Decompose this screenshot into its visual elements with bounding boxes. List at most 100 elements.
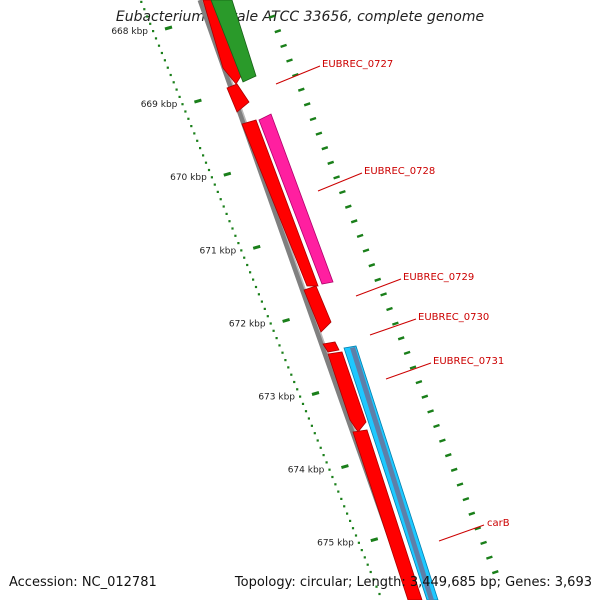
gene-label[interactable]: EUBREC_0727 (322, 59, 393, 70)
minor-tick (146, 15, 149, 18)
track-tick (480, 540, 487, 546)
major-tick (311, 391, 320, 396)
gene-track-red (202, 0, 423, 600)
gene-labels: EUBREC_0727 EUBREC_0728 EUBREC_0729 EUBREC_… (275, 59, 510, 542)
minor-tick (301, 402, 305, 405)
ruler-ticks (140, 0, 499, 596)
ruler-labels: 668 kbp 669 kbp 670 kbp 671 kbp 672 kbp 673 k… (111, 27, 354, 549)
minor-tick (346, 512, 349, 515)
minor-tick (225, 212, 228, 215)
minor-tick (219, 198, 222, 201)
minor-tick (199, 147, 202, 150)
minor-tick (313, 432, 316, 435)
track-tick (292, 72, 299, 78)
accession-text: Accession: NC_012781 (9, 575, 157, 590)
minor-tick (216, 190, 219, 193)
minor-tick (378, 592, 381, 596)
minor-tick (152, 30, 155, 33)
minor-tick (351, 527, 355, 530)
minor-tick (360, 549, 363, 552)
gene-leader-line (317, 172, 363, 192)
major-tick (223, 171, 232, 177)
minor-tick (266, 315, 269, 318)
minor-tick (281, 351, 284, 354)
minor-tick (175, 88, 178, 91)
gene-red-6 (327, 351, 367, 433)
minor-tick (178, 95, 181, 98)
gene-blue-1-shade (350, 347, 434, 600)
minor-tick (331, 475, 334, 479)
gene-label[interactable]: EUBREC_0731 (433, 356, 504, 367)
major-tick (252, 244, 261, 250)
gene-green-1 (210, 0, 257, 83)
minor-tick (228, 220, 231, 223)
minor-tick (196, 139, 199, 142)
minor-tick (322, 454, 325, 457)
minor-tick (325, 461, 328, 464)
gene-label[interactable]: carB (487, 518, 510, 529)
minor-tick (210, 176, 213, 179)
track-tick (374, 277, 382, 282)
track-tick (403, 350, 411, 356)
minor-tick (257, 293, 260, 296)
track-tick (392, 321, 399, 326)
major-tick (340, 464, 349, 470)
minor-tick (304, 410, 308, 413)
minor-tick (140, 0, 143, 4)
minor-tick (343, 505, 346, 508)
major-tick (193, 98, 202, 104)
minor-tick (369, 570, 372, 574)
track-tick (433, 423, 440, 429)
minor-tick (328, 468, 331, 471)
minor-tick (184, 110, 187, 113)
track-tick (333, 175, 340, 180)
minor-tick (157, 44, 161, 47)
track-tick (456, 482, 464, 487)
minor-tick (263, 307, 266, 310)
tick-label: 668 kbp (111, 27, 148, 37)
track-tick (362, 248, 370, 253)
gene-red-7 (352, 429, 423, 600)
track-tick (315, 131, 323, 136)
tick-label: 674 kbp (288, 466, 325, 476)
minor-tick (240, 249, 243, 252)
tick-label: 670 kbp (170, 173, 207, 183)
minor-tick (143, 8, 146, 11)
minor-tick (269, 322, 272, 325)
summary-text: Topology: circular; Length: 3,449,685 bp… (234, 575, 592, 590)
minor-tick (246, 263, 249, 267)
minor-tick (163, 59, 166, 62)
minor-tick (307, 417, 310, 420)
minor-tick (316, 439, 319, 442)
minor-tick (284, 359, 287, 362)
gene-leader-line (438, 524, 485, 542)
minor-tick (278, 344, 281, 347)
track-tick (450, 467, 458, 472)
track-tick (303, 102, 311, 107)
minor-tick (310, 424, 313, 427)
minor-tick (213, 183, 216, 186)
track-tick (339, 189, 346, 195)
gene-leader-line (385, 362, 432, 380)
gene-red-3 (241, 119, 319, 287)
major-tick (164, 25, 173, 31)
minor-tick (272, 329, 275, 332)
minor-tick (249, 271, 252, 274)
track-tick (309, 116, 317, 122)
tick-label: 669 kbp (141, 100, 178, 110)
track-tick (386, 306, 393, 312)
track-tick (286, 58, 293, 63)
minor-tick (357, 541, 360, 544)
minor-tick (172, 81, 175, 84)
minor-tick (166, 66, 169, 69)
minor-tick (193, 132, 196, 135)
minor-tick (363, 556, 366, 559)
gene-label[interactable]: EUBREC_0728 (364, 166, 435, 177)
gene-leader-line (369, 318, 417, 336)
tick-label: 672 kbp (229, 319, 266, 329)
track-tick (350, 219, 358, 224)
gene-label[interactable]: EUBREC_0730 (418, 312, 489, 323)
minor-tick (366, 563, 369, 566)
track-tick (444, 453, 452, 458)
gene-label[interactable]: EUBREC_0729 (403, 272, 474, 283)
